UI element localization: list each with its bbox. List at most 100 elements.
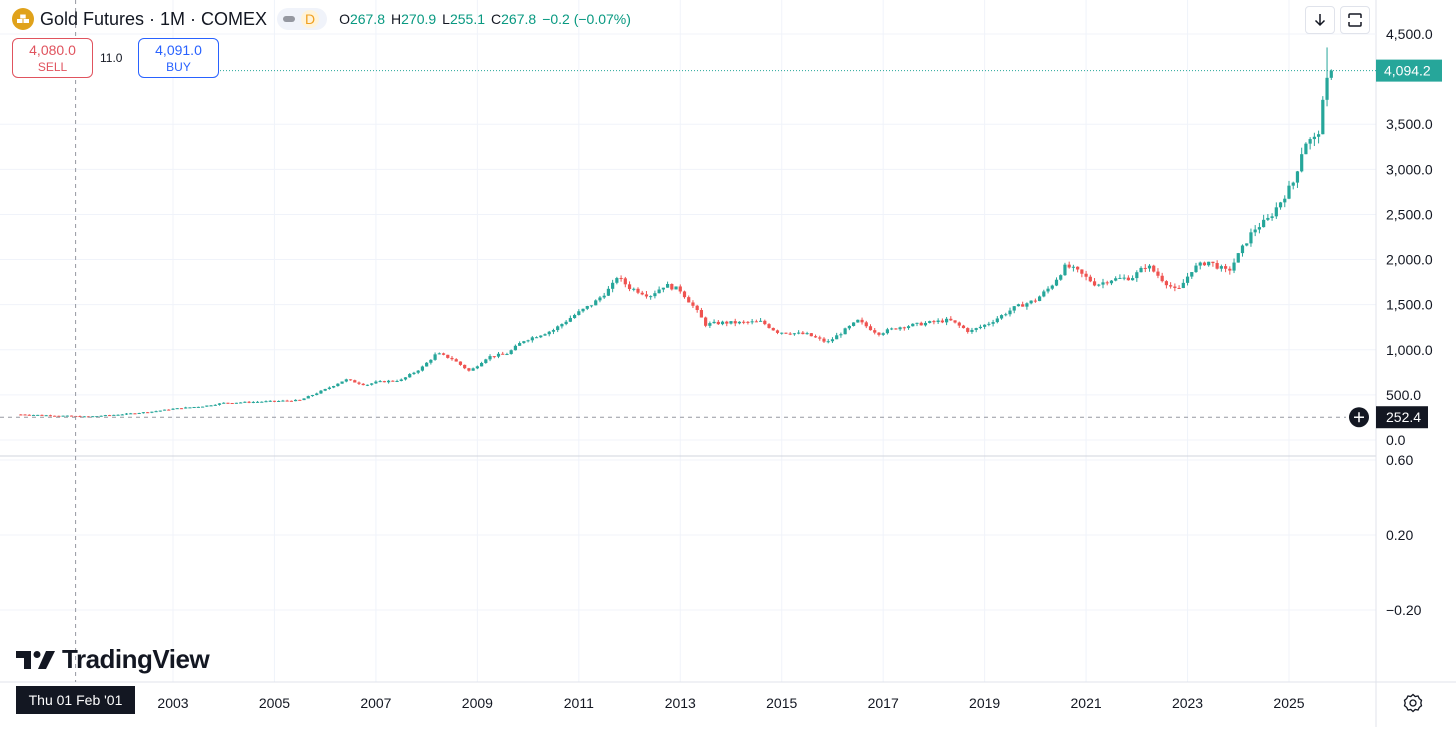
candle-body: [733, 321, 737, 324]
candle-body: [674, 286, 678, 290]
candle-body: [678, 286, 682, 292]
tradingview-brand[interactable]: TradingView: [16, 644, 210, 675]
ohlc-value: 267.8: [501, 11, 537, 27]
candle-body: [1016, 304, 1021, 307]
candle-body: [1143, 267, 1147, 269]
candle-body: [255, 401, 260, 403]
candle-body: [200, 406, 205, 408]
gear-icon: [1403, 693, 1423, 713]
price-axis-label: 500.0: [1386, 387, 1421, 403]
candle-body: [496, 353, 501, 357]
candle-body: [277, 400, 281, 402]
eye-dot-icon: [283, 16, 296, 22]
candle-body: [881, 333, 885, 335]
candle-body: [877, 332, 881, 335]
candle-body: [712, 321, 716, 324]
candle-body: [1088, 276, 1092, 282]
download-button[interactable]: [1305, 6, 1335, 34]
delayed-badge[interactable]: D: [301, 10, 320, 28]
candle-body: [556, 326, 560, 331]
buy-label: BUY: [166, 60, 191, 74]
candle-body: [873, 330, 877, 333]
candle-body: [763, 320, 767, 325]
candle-body: [754, 321, 758, 323]
candle-body: [1325, 77, 1329, 100]
sell-label: SELL: [37, 60, 68, 74]
candle-body: [526, 340, 530, 342]
candle-body: [1152, 265, 1156, 272]
candle-body: [1329, 70, 1333, 78]
candle-body: [885, 329, 890, 334]
lower-axis-label: 0.20: [1386, 527, 1413, 543]
brand-name: TradingView: [62, 644, 210, 674]
candle-body: [572, 314, 577, 319]
candle-body: [505, 354, 509, 356]
symbol-title[interactable]: Gold Futures · 1M · COMEX: [40, 8, 268, 29]
candle-body: [919, 322, 923, 326]
candle-body: [133, 413, 137, 415]
price-axis-label: 3,500.0: [1386, 116, 1433, 132]
candle-body: [758, 320, 763, 322]
candle-body: [450, 357, 454, 360]
candle-body: [293, 399, 298, 402]
candle-body: [1092, 281, 1097, 286]
candle-body: [251, 401, 255, 403]
candle-body: [788, 333, 792, 335]
fullscreen-button[interactable]: [1340, 6, 1370, 34]
candle-body: [23, 414, 27, 416]
candle-body: [272, 400, 277, 402]
candle-body: [657, 289, 661, 294]
time-axis-label: 2013: [665, 695, 696, 711]
candle-body: [1177, 287, 1181, 289]
price-axis-label: 4,500.0: [1386, 26, 1433, 42]
candle-body: [995, 318, 999, 323]
candle-body: [665, 284, 670, 288]
time-axis-label: 2021: [1071, 695, 1102, 711]
candle-body: [1316, 134, 1321, 137]
candle-body: [568, 318, 572, 322]
candle-body: [1130, 278, 1135, 281]
candle-body: [936, 320, 940, 322]
candle-body: [1287, 185, 1291, 199]
time-axis-label: 2009: [462, 695, 493, 711]
candle-body: [1097, 284, 1101, 286]
visibility-pill[interactable]: D: [277, 8, 328, 30]
candle-body: [327, 387, 332, 389]
candle-body: [441, 353, 446, 355]
candle-body: [1021, 304, 1025, 307]
candle-body: [602, 295, 606, 298]
candle-body: [1232, 262, 1236, 271]
candle-body: [729, 321, 733, 324]
candle-body: [932, 321, 936, 323]
candle-body: [403, 377, 408, 380]
candle-body: [999, 315, 1004, 319]
candle-body: [61, 415, 65, 417]
candle-body: [1046, 288, 1050, 292]
candle-body: [378, 381, 382, 383]
candle-body: [615, 278, 619, 283]
candle-body: [1236, 253, 1240, 263]
candle-body: [699, 310, 704, 318]
candle-body: [205, 405, 209, 407]
candle-body: [446, 354, 450, 358]
candle-body: [158, 410, 162, 412]
candle-body: [687, 297, 691, 303]
sell-button[interactable]: 4,080.0 SELL: [12, 38, 93, 78]
candle-body: [479, 362, 484, 367]
candle-body: [463, 364, 467, 369]
buy-button[interactable]: 4,091.0 BUY: [138, 38, 219, 78]
last-price-label: 4,094.2: [1384, 63, 1431, 79]
time-axis-label: 2007: [360, 695, 391, 711]
candle-body: [103, 415, 107, 417]
candle-body: [1223, 266, 1228, 269]
candle-body: [69, 415, 74, 417]
candle-body: [471, 368, 475, 371]
chart-settings-button[interactable]: [1400, 690, 1426, 716]
candle-body: [1245, 243, 1249, 246]
candle-body: [1008, 310, 1012, 315]
download-arrow-icon: [1314, 14, 1326, 27]
gold-bars-icon[interactable]: [12, 8, 34, 30]
candle-body: [695, 305, 699, 311]
